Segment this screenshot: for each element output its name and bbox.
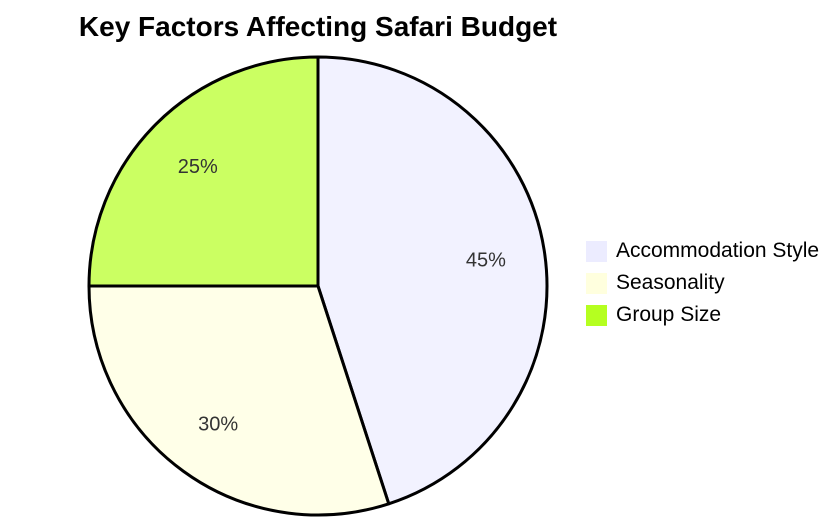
slice-percent-label: 25% [178,156,218,178]
legend-item-accommodation-style: Accommodation Style [586,239,819,263]
legend-item-group-size: Group Size [586,303,819,327]
legend-swatch-seasonality [586,272,607,294]
legend: Accommodation Style Seasonality Group Si… [586,239,819,327]
legend-label: Accommodation Style [616,239,820,262]
legend-label: Seasonality [616,271,725,294]
pie-slice-seasonality [87,284,391,517]
legend-item-seasonality: Seasonality [586,271,819,295]
chart-title: Key Factors Affecting Safari Budget [78,11,558,42]
pie-slice-accommodation-style [316,55,549,506]
legend-label: Group Size [616,303,722,326]
slice-percent-label: 30% [198,414,238,436]
slice-percent-label: 45% [466,249,506,271]
legend-swatch-group-size [586,304,607,326]
pie-slice-group-size [87,55,320,288]
legend-swatch-accommodation-style [586,240,607,262]
